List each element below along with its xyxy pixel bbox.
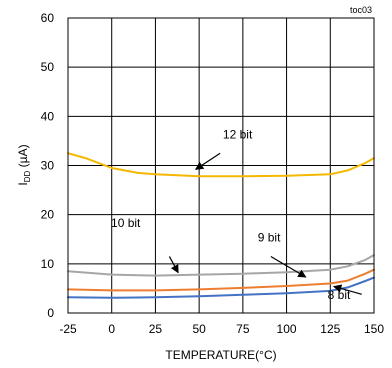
y-tick-label-5: 50: [41, 60, 55, 74]
plot-frame: [67, 17, 375, 314]
annotation-label-1: 10 bit: [111, 216, 141, 230]
annotation-label-0: 12 bit: [223, 127, 253, 141]
annotation-arrow-0: [194, 152, 221, 170]
series-line-12-bit: [67, 152, 375, 178]
series-layer: [67, 152, 375, 299]
y-tick-label-4: 40: [41, 109, 55, 123]
y-axis-label-sub: DD: [23, 170, 32, 182]
x-tick-label-1: 0: [108, 322, 115, 336]
series-line-10-bit: [67, 254, 375, 277]
x-axis-label: TEMPERATURE(°C): [165, 348, 276, 362]
y-axis-label-unit: (µA): [16, 144, 30, 170]
annotation-arrow-3: [332, 284, 362, 295]
grid: [68, 18, 374, 313]
y-tick-label-2: 20: [41, 208, 55, 222]
ticks: -25 0 25 50 75 100 125 150 0 10 20 30 40 50 60: [41, 11, 385, 336]
x-tick-label-6: 125: [320, 322, 340, 336]
series-line-8-bit: [67, 276, 375, 299]
y-tick-label-6: 60: [41, 11, 55, 25]
y-tick-label-3: 30: [41, 159, 55, 173]
series-line-9-bit: [67, 268, 375, 292]
annotations: 12 bit 10 bit 9 bit 8 bit: [111, 127, 362, 302]
annotation-label-2: 9 bit: [258, 231, 281, 245]
x-tick-label-2: 25: [149, 322, 163, 336]
annotation-label-3: 8 bit: [328, 288, 351, 302]
y-tick-label-1: 10: [41, 257, 55, 271]
x-tick-label-4: 75: [236, 322, 250, 336]
x-tick-label-3: 50: [192, 322, 206, 336]
y-tick-label-0: 0: [47, 306, 54, 320]
x-tick-label-5: 100: [277, 322, 297, 336]
annotation-arrow-1: [168, 256, 179, 274]
annotation-arrow-2: [270, 255, 307, 278]
y-axis-label: IDD (µA): [16, 144, 32, 185]
y-axis-label-main: I: [16, 182, 30, 185]
x-tick-label-7: 150: [364, 322, 384, 336]
chart-title: toc03: [350, 5, 372, 15]
x-tick-label-0: -25: [59, 322, 77, 336]
